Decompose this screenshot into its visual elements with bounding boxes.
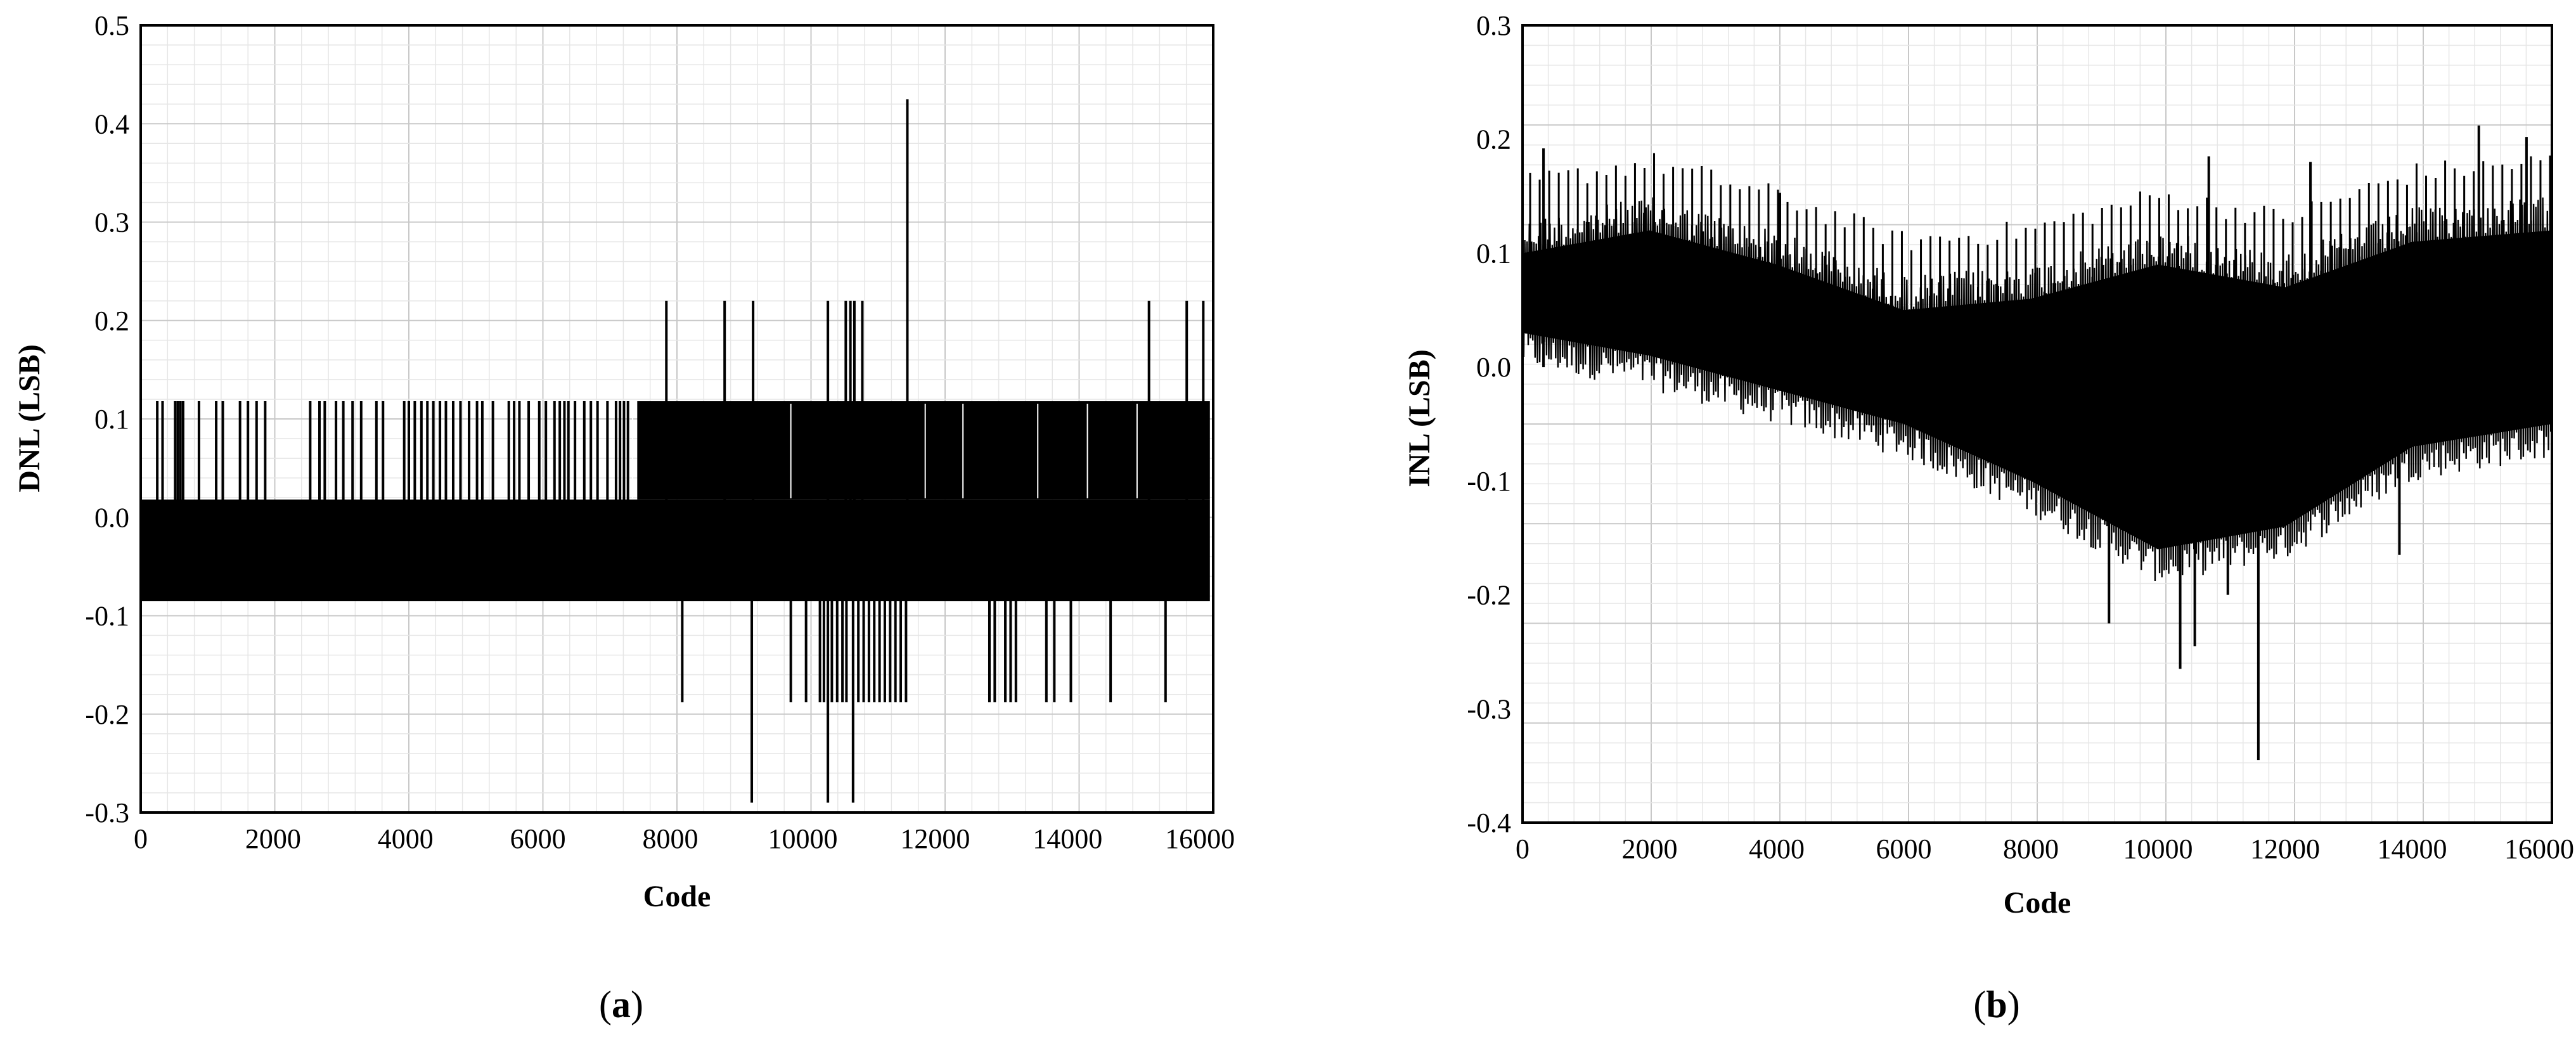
plot-frame-a — [139, 24, 1214, 814]
y-tick-label: -0.1 — [85, 601, 129, 632]
y-tick-label: 0.3 — [94, 207, 129, 238]
x-tick-label: 0 — [1516, 833, 1530, 864]
y-axis-label-a: DNL (LSB) — [13, 344, 46, 492]
y-tick-label: -0.2 — [1467, 580, 1511, 611]
x-tick-label: 12000 — [2250, 833, 2320, 864]
chart-panel-b: 0.3 0.2 0.1 0.0 -0.1 -0.2 -0.3 -0.4 0 2000 4000 60… — [1403, 10, 2574, 1025]
panel-caption-letter-b: b — [1986, 984, 2007, 1025]
dnl-main-band — [141, 499, 1210, 601]
x-tick-label: 14000 — [1033, 823, 1102, 854]
x-axis-label-b: Code — [2004, 886, 2071, 920]
y-tick-label: 0.2 — [94, 305, 129, 337]
x-tick-label: 14000 — [2377, 833, 2447, 864]
y-tick-label: 0.1 — [1476, 238, 1511, 269]
x-tick-label: 6000 — [1876, 833, 1931, 864]
series-dnl — [156, 99, 1205, 803]
x-tick-label: 10000 — [768, 823, 837, 854]
y-tick-label: -0.3 — [1467, 693, 1511, 724]
y-tick-label: -0.4 — [1467, 807, 1511, 838]
y-tick-label: -0.2 — [85, 699, 129, 730]
chart-panel-a: 0.5 0.4 0.3 0.2 0.1 0.0 -0.1 -0.2 -0.3 0 2000 4000… — [13, 10, 1235, 1025]
series-inl — [1521, 125, 2553, 761]
x-tick-label: 16000 — [1165, 823, 1235, 854]
panel-caption-letter-a: a — [612, 984, 631, 1025]
x-tick-label: 6000 — [510, 823, 566, 854]
y-tick-label: 0.2 — [1476, 124, 1511, 155]
x-ticks-a: 0 2000 4000 6000 8000 10000 12000 14000 16000 — [134, 823, 1235, 854]
x-tick-label: 12000 — [900, 823, 970, 854]
y-tick-label: 0.0 — [1476, 352, 1511, 383]
y-tick-label: 0.1 — [94, 404, 129, 435]
y-tick-label: -0.1 — [1467, 466, 1511, 497]
dnl-upper-band — [637, 401, 1210, 500]
y-axis-label-b: INL (LSB) — [1403, 349, 1436, 487]
x-tick-label: 8000 — [2003, 833, 2059, 864]
y-tick-label: 0.5 — [94, 10, 129, 41]
y-ticks-a: 0.5 0.4 0.3 0.2 0.1 0.0 -0.1 -0.2 -0.3 — [85, 10, 129, 828]
y-tick-label: 0.4 — [94, 108, 129, 139]
data-band-a — [141, 401, 1210, 601]
x-tick-label: 16000 — [2504, 833, 2574, 864]
plot-frame-b — [1521, 24, 2553, 824]
inl-trace — [1521, 197, 2553, 582]
x-tick-label: 2000 — [245, 823, 301, 854]
x-tick-label: 4000 — [1749, 833, 1805, 864]
x-tick-label: 8000 — [643, 823, 699, 854]
x-axis-label-a: Code — [643, 880, 711, 913]
x-ticks-b: 0 2000 4000 6000 8000 10000 12000 14000 16000 — [1516, 833, 2574, 864]
panel-caption-b: (b) — [1973, 984, 2019, 1025]
y-tick-label: 0.3 — [1476, 10, 1511, 41]
y-tick-label: 0.0 — [94, 502, 129, 533]
panel-caption-a: (a) — [599, 984, 643, 1025]
x-tick-label: 10000 — [2123, 833, 2193, 864]
x-tick-label: 0 — [134, 823, 148, 854]
y-tick-label: -0.3 — [85, 797, 129, 828]
y-ticks-b: 0.3 0.2 0.1 0.0 -0.1 -0.2 -0.3 -0.4 — [1467, 10, 1511, 838]
x-tick-label: 4000 — [378, 823, 434, 854]
x-tick-label: 2000 — [1621, 833, 1677, 864]
